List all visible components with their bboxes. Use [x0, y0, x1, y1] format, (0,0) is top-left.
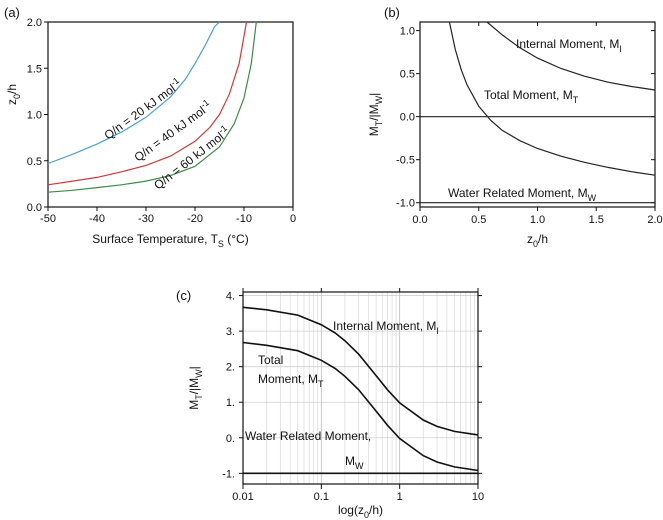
- panel-b-series-2-label: Total Moment, MT: [484, 88, 579, 105]
- panel-c-series-3-label-line-2: MW: [345, 454, 364, 471]
- panel-b-y-axis-label: MT/|MW|: [367, 93, 384, 137]
- panel-c-y-tick-label: 2.: [226, 362, 235, 374]
- panel-a-x-tick-label: -10: [236, 213, 252, 225]
- panel-a-y-tick-label: 2.0: [27, 17, 42, 29]
- panel-a-x-tick-label: -40: [89, 213, 105, 225]
- panel-c-label: (c): [176, 288, 191, 303]
- panel-b-y-tick-label: 1.0: [400, 26, 415, 38]
- panel-b-y-tick-label: -1.0: [396, 198, 415, 210]
- panel-a-x-axis-label: Surface Temperature, TS (°C): [92, 232, 248, 249]
- panel-a-x-tick-label: -30: [138, 213, 154, 225]
- panel-a-y-tick-label: 0.0: [27, 202, 42, 214]
- panel-c-y-tick-label: 1.: [226, 397, 235, 409]
- panel-c-series-2-label-line-1: Total: [258, 353, 283, 367]
- panel-c-x-tick-label: 0.01: [232, 491, 253, 503]
- panel-c-y-tick-label: 0.: [226, 433, 235, 445]
- panel-c-x-axis-label: log(z0/h): [338, 503, 383, 520]
- panel-c-y-axis-label: MT/|MW|: [187, 366, 204, 410]
- panel-b-y-tick-label: 0.5: [400, 69, 415, 81]
- panel-c-y-tick-label: 3.: [226, 326, 235, 338]
- panel-a-x-tick-label: -50: [40, 213, 56, 225]
- panel-b-label: (b): [384, 5, 400, 20]
- panel-b-series-1-label: Internal Moment, MI: [516, 37, 622, 54]
- panel-a-y-tick-label: 1.5: [27, 63, 42, 75]
- panel-a-label: (a): [4, 5, 20, 20]
- panel-b-series-3-label: Water Related Moment, MW: [448, 186, 597, 203]
- panel-b-x-tick-label: 2.0: [647, 214, 662, 226]
- panel-b-x-tick-label: 0.5: [471, 214, 486, 226]
- panel-a-x-tick-label: 0: [290, 213, 296, 225]
- panel-b-series-1-line: [487, 22, 655, 90]
- panel-c-y-tick-label: -1.: [222, 468, 235, 480]
- panel-c: (c) 0.01 0.1 1 10 4. 3. 2. 1. 0. -1. log(z0/h) MT/|M…: [176, 288, 484, 520]
- panel-b-x-tick-label: 1.0: [530, 214, 545, 226]
- panel-c-x-tick-label: 10: [472, 491, 484, 503]
- panel-c-x-tick-label: 0.1: [314, 491, 329, 503]
- panel-a: (a) -50 -40 -30 -20 -10 0 0.0 0.5 1.0 1.5 2.0 Surfac…: [4, 5, 296, 249]
- panel-c-y-tick-label: 4.: [226, 291, 235, 303]
- panel-c-x-tick-label: 1: [397, 491, 403, 503]
- panel-a-y-tick-label: 1.0: [27, 110, 42, 122]
- panel-a-x-tick-label: -20: [187, 213, 203, 225]
- panel-b-x-tick-label: 1.5: [589, 214, 604, 226]
- panel-c-series-3-label-line-1: Water Related Moment,: [245, 429, 371, 443]
- panel-b: (b) 0.0 0.5 1.0 1.5 2.0 1.0 0.5 0.0 -0.5 -1.0 z0/h M…: [367, 5, 663, 249]
- panel-a-y-tick-label: 0.5: [27, 156, 42, 168]
- panel-a-y-axis-label: z0/h: [5, 84, 22, 105]
- panel-b-x-axis-label: z0/h: [527, 232, 548, 249]
- panel-b-y-tick-label: 0.0: [400, 112, 415, 124]
- panel-b-y-tick-label: -0.5: [396, 155, 415, 167]
- panel-b-x-tick-label: 0.0: [412, 214, 427, 226]
